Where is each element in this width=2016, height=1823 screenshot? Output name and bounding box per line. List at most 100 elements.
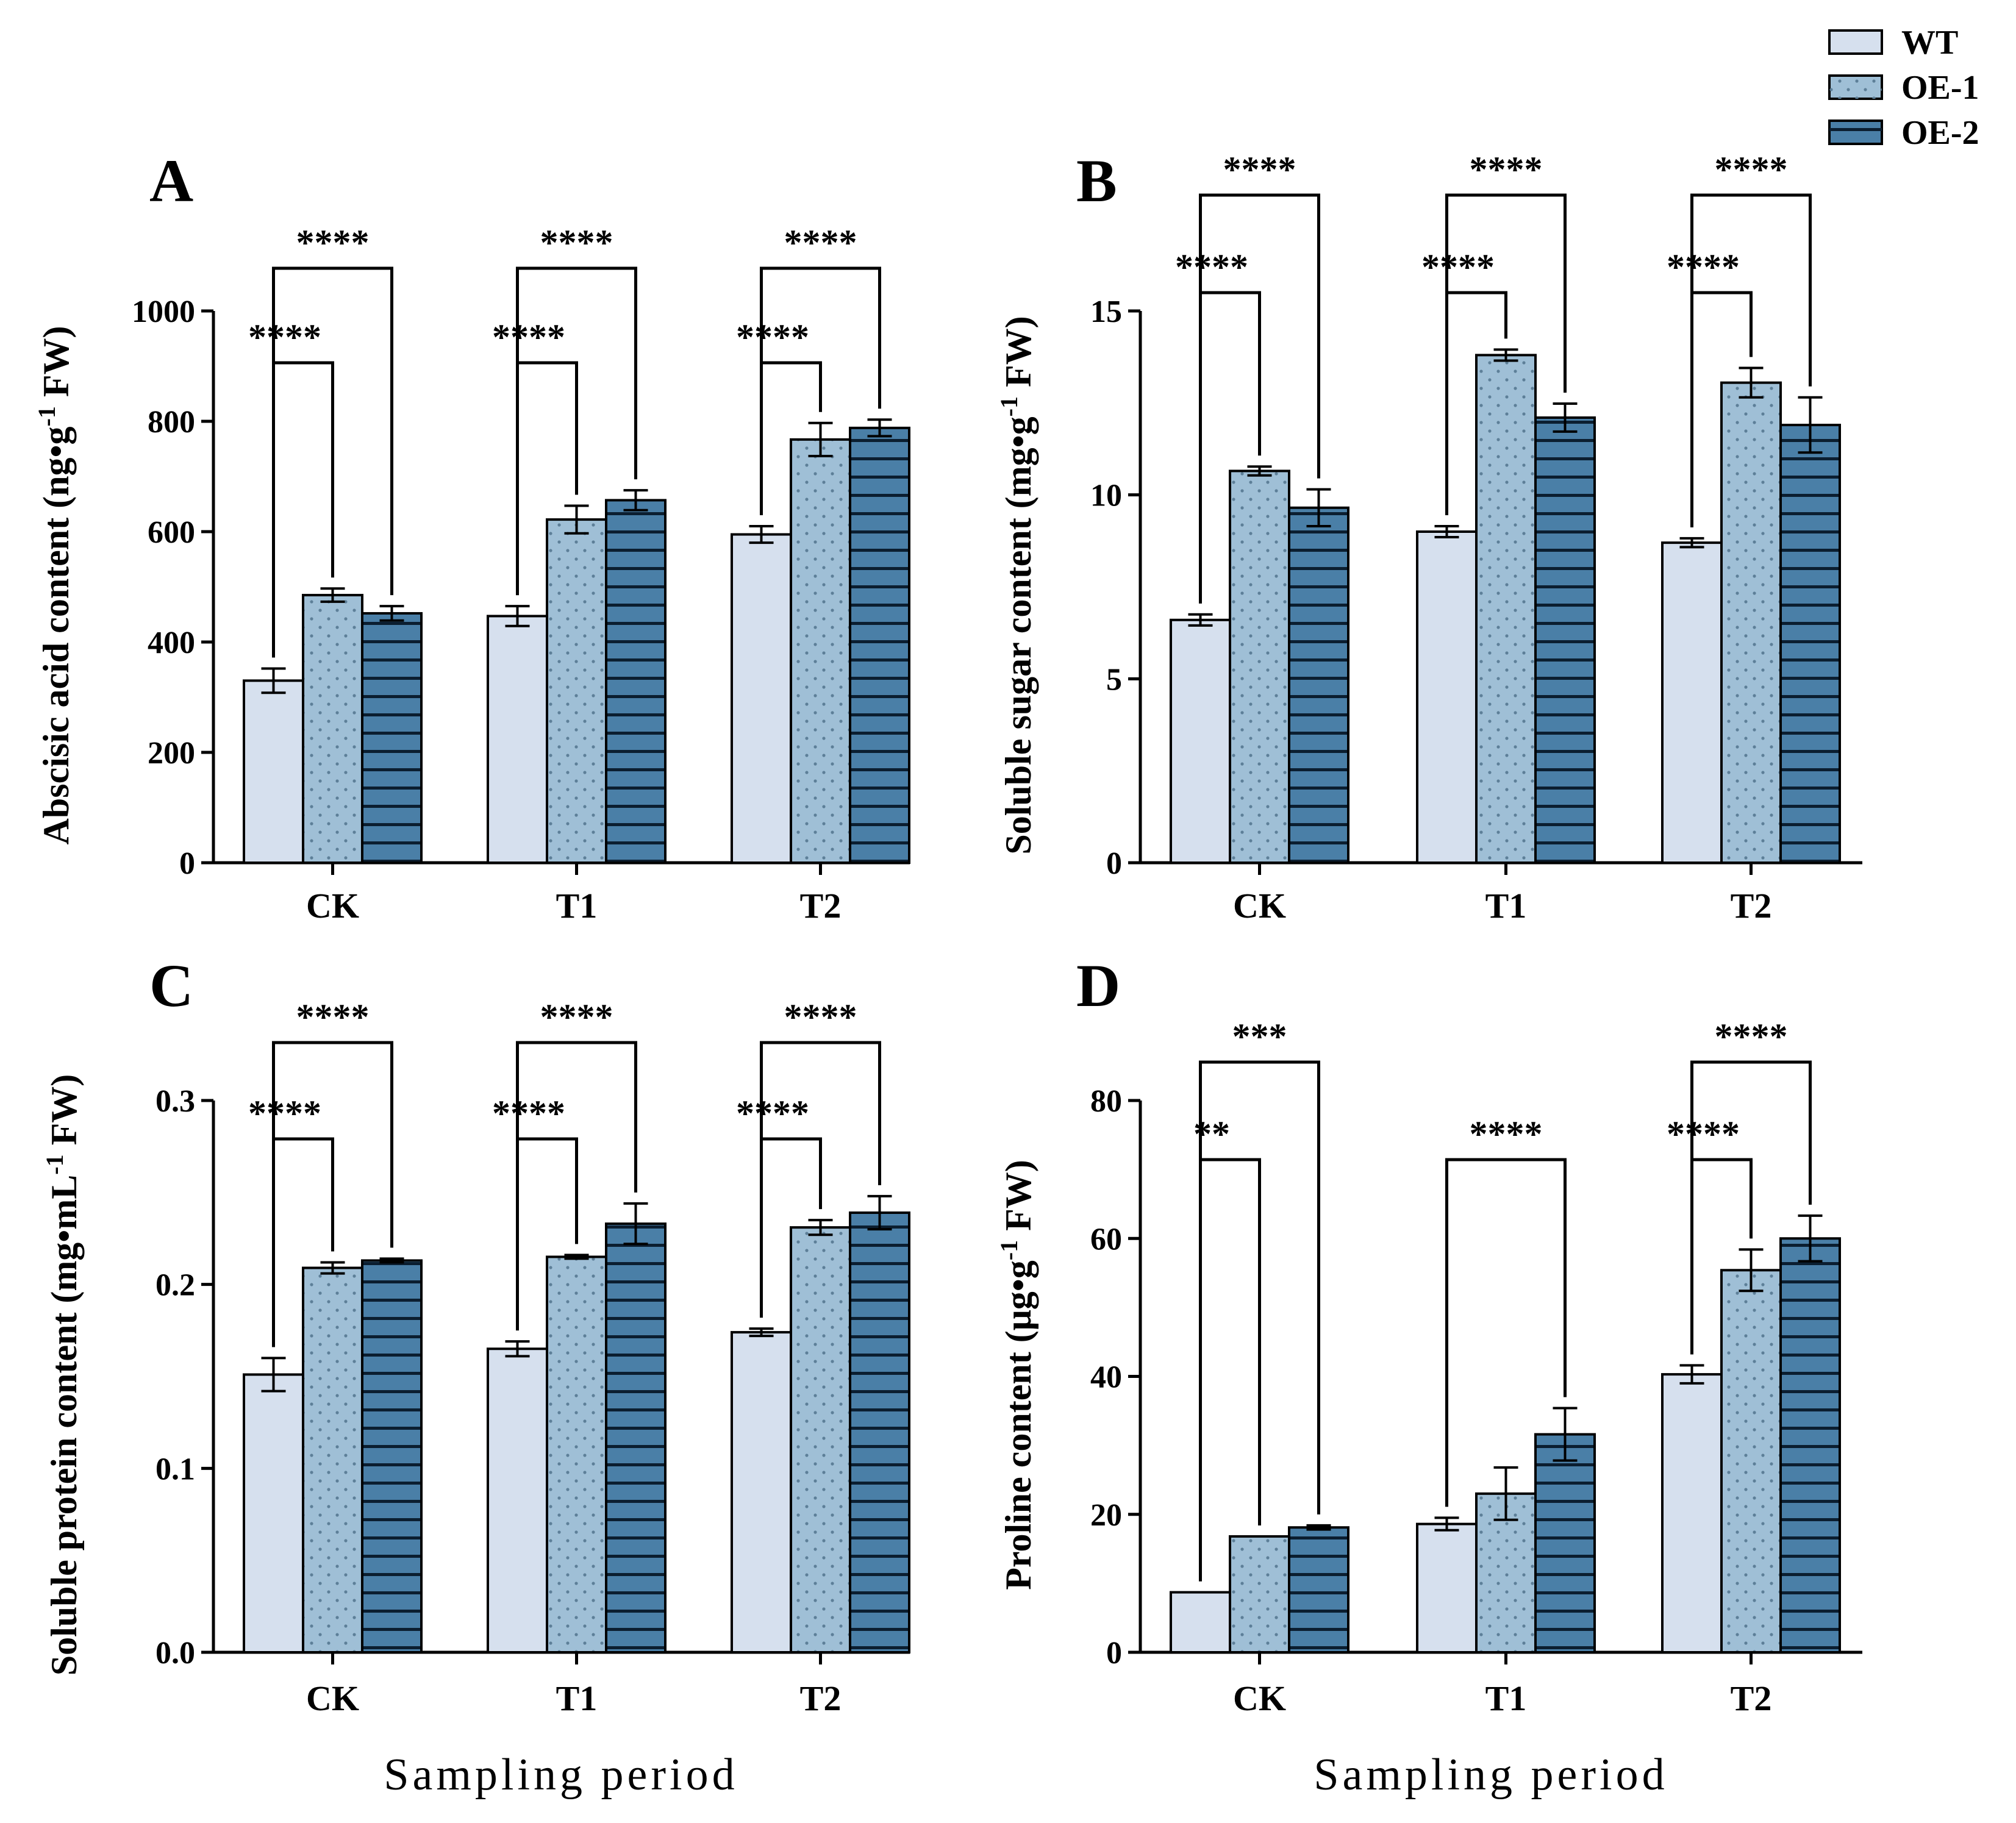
significance-bracket	[272, 266, 393, 658]
y-tick-label: 200	[148, 736, 195, 771]
x-axis-title-left: Sampling period	[384, 1750, 738, 1800]
y-tick-label: 0	[1106, 1636, 1122, 1671]
significance-bracket	[1199, 1158, 1261, 1582]
panel-b: B Soluble sugar content (mg•g-1 FW) 0 5 10 15…	[995, 147, 1862, 926]
panel-letter: A	[149, 147, 193, 215]
y-tick-label: 800	[148, 405, 195, 440]
x-tick-label: CK	[306, 886, 359, 926]
bar-pattern-oe-2	[850, 427, 909, 863]
y-axis-title: Proline content (μg•g-1 FW)	[995, 1160, 1039, 1589]
panel-c: C Soluble protein content (mg•mL-1 FW) 0.0…	[41, 952, 910, 1718]
bar-wt	[1662, 543, 1721, 863]
y-tick-label: 1000	[132, 294, 195, 329]
significance-bracket	[516, 1041, 637, 1331]
y-tick-label: 10	[1090, 479, 1122, 513]
significance-label: ****	[492, 1093, 565, 1133]
y-tick-label: 80	[1090, 1084, 1122, 1119]
significance-label: ****	[1667, 247, 1740, 287]
y-tick-label: 15	[1090, 294, 1122, 329]
x-tick-label: CK	[306, 1679, 359, 1718]
legend-label-oe1: OE-1	[1901, 69, 1979, 107]
bar-wt	[1662, 1374, 1721, 1652]
panel-letter: C	[149, 952, 193, 1019]
bar-pattern-oe-2	[1535, 1434, 1595, 1652]
significance-label: ****	[1175, 247, 1248, 287]
panel-d: D Proline content (μg•g-1 FW) 0 20 40 60 80 CK T…	[995, 952, 1862, 1718]
significance-label: ****	[1223, 149, 1296, 190]
bar-wt	[244, 1374, 303, 1652]
significance-label: ****	[1715, 149, 1788, 190]
significance-bracket	[1199, 1060, 1320, 1582]
y-tick-label: 60	[1090, 1222, 1122, 1257]
significance-bracket	[760, 266, 881, 515]
bar-pattern-oe-1	[303, 595, 362, 863]
significance-bracket	[516, 266, 637, 596]
y-tick-label: 0.2	[155, 1268, 195, 1303]
panel-letter: D	[1076, 952, 1120, 1019]
bar-wt	[1171, 1592, 1230, 1652]
legend-swatch-oe2-lines	[1829, 121, 1882, 144]
significance-label: ****	[248, 1093, 321, 1133]
x-tick-label: T1	[556, 886, 598, 926]
significance-label: ****	[540, 997, 613, 1037]
bar-wt	[732, 534, 791, 863]
significance-bracket	[272, 1041, 393, 1347]
bar-pattern-oe-2	[1289, 507, 1348, 863]
significance-bracket	[1445, 193, 1567, 515]
y-axis-title: Soluble protein content (mg•mL-1 FW)	[41, 1074, 85, 1676]
y-axis-title: Soluble sugar content (mg•g-1 FW)	[995, 316, 1039, 854]
y-tick-label: 20	[1090, 1498, 1122, 1533]
x-tick-label: T2	[800, 886, 842, 926]
y-tick-label: 0	[179, 846, 195, 881]
legend-swatch-oe1-dots	[1829, 76, 1882, 99]
significance-bracket	[1445, 1158, 1567, 1507]
y-tick-label: 400	[148, 626, 195, 660]
bar-pattern-oe-1	[1230, 471, 1289, 863]
bar-wt	[244, 680, 303, 863]
significance-label: ****	[1667, 1114, 1740, 1154]
bar-pattern-oe-1	[303, 1268, 362, 1652]
y-tick-label: 5	[1106, 662, 1122, 697]
x-tick-label: T1	[1485, 886, 1527, 926]
y-axis-title: Abscisic acid content (ng•g-1 FW)	[33, 326, 77, 845]
bar-pattern-oe-2	[362, 1260, 421, 1652]
significance-label: ****	[296, 997, 370, 1037]
bar-wt	[732, 1332, 791, 1652]
y-tick-label: 0.3	[155, 1084, 195, 1119]
bar-pattern-oe-2	[606, 500, 665, 863]
bar-pattern-oe-1	[791, 439, 850, 863]
significance-bracket	[1690, 1060, 1812, 1355]
x-axis-title-right: Sampling period	[1314, 1750, 1668, 1800]
y-tick-label: 0	[1106, 846, 1122, 881]
significance-label: ****	[540, 223, 613, 263]
bar-pattern-oe-2	[362, 613, 421, 863]
x-tick-label: T1	[1485, 1679, 1527, 1718]
bar-wt	[488, 1349, 547, 1652]
significance-label: ****	[1715, 1016, 1788, 1057]
significance-label: ****	[296, 223, 370, 263]
x-tick-label: T1	[556, 1679, 598, 1718]
x-tick-label: T2	[1731, 1679, 1772, 1718]
significance-label: ****	[784, 997, 857, 1037]
y-tick-label: 0.0	[155, 1636, 195, 1671]
panel-letter: B	[1076, 147, 1117, 215]
bar-pattern-oe-2	[1781, 425, 1840, 863]
bar-wt	[1417, 1524, 1476, 1652]
x-tick-label: T2	[800, 1679, 842, 1718]
bar-pattern-oe-1	[1476, 355, 1535, 863]
bar-pattern-oe-1	[1721, 382, 1781, 863]
significance-label: ***	[1232, 1016, 1287, 1057]
bar-pattern-oe-2	[606, 1224, 665, 1652]
significance-bracket	[1690, 193, 1812, 527]
bar-pattern-oe-2	[1289, 1527, 1348, 1652]
bar-wt	[1171, 619, 1230, 863]
y-tick-label: 40	[1090, 1360, 1122, 1395]
legend-label-wt: WT	[1901, 24, 1958, 62]
significance-bracket	[1199, 193, 1320, 604]
significance-label: ****	[1470, 149, 1543, 190]
legend: WT OE-1 OE-2	[1828, 24, 1979, 152]
bar-pattern-oe-2	[850, 1213, 909, 1652]
x-tick-label: T2	[1731, 886, 1772, 926]
bar-pattern-oe-1	[1230, 1536, 1289, 1652]
